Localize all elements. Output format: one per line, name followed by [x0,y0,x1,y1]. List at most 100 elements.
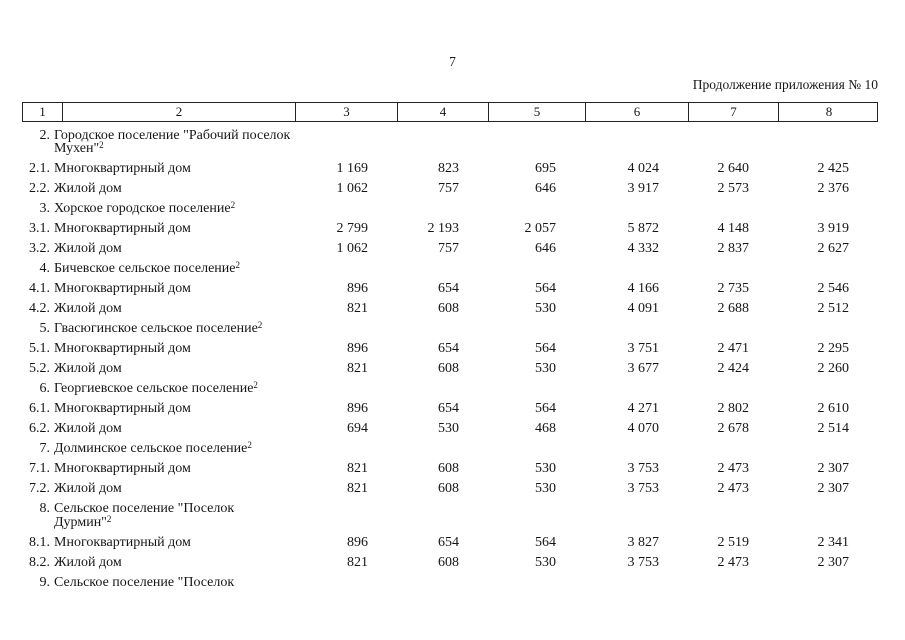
footnote-superscript: 2 [106,513,112,524]
row-value-col5: 2 057 [524,221,557,236]
row-value-col6: 3 827 [627,534,660,550]
table-row: 2.2. Жилой дом 1 062 757 646 3 917 2 573… [22,182,878,196]
row-text: Хорское городское поселение [54,201,231,216]
row-value-col7 [688,576,778,590]
row-number: 4.2. [29,301,50,316]
row-value-col7 [688,322,778,336]
row-value-col6 [585,502,688,529]
row-text: Многоквартирный дом [54,401,191,416]
row-text: Сельское поселение "Поселок Дурмин" [54,501,235,530]
table-row: 3.1. Многоквартирный дом 2 799 2 193 2 0… [22,222,878,236]
footnote-superscript: 2 [235,260,241,270]
row-value-col5 [488,322,585,336]
row-value-col3: 896 [347,534,368,550]
row-value-col8: 2 546 [817,281,850,296]
table-header-cell-4: 4 [398,103,489,121]
row-number: 6.1. [29,401,50,416]
row-number: 4.1. [29,281,50,296]
row-number: 6.2. [29,421,50,436]
table-column-header-row: 1 2 3 4 5 6 7 8 [22,102,878,122]
row-value-col4: 2 193 [427,221,460,236]
row-value-col8 [778,129,878,156]
row-value-col5: 530 [535,361,556,376]
row-value-col5: 564 [535,281,556,296]
page-number: 7 [449,54,456,69]
row-label: Сельское поселение "Поселок [54,574,295,590]
row-value-col3: 896 [347,281,368,296]
row-value-col4: 608 [438,461,459,476]
row-value-col8 [778,382,878,396]
row-value-col8 [778,322,878,336]
row-value-col6: 4 271 [627,401,660,416]
row-value-col5: 564 [535,534,556,550]
row-value-col8: 2 627 [817,241,850,256]
row-value-col6 [585,382,688,396]
row-value-col6 [585,202,688,216]
row-text: Сельское поселение "Поселок [54,574,235,590]
row-text: Гвасюгинское сельское поселение [54,321,258,336]
row-value-col6: 4 332 [627,241,660,256]
table-row: 8.2. Жилой дом 821 608 530 3 753 2 473 2… [22,554,878,570]
row-number: 7.2. [29,481,50,496]
row-value-col5: 530 [535,554,556,570]
row-value-col3: 694 [347,421,368,436]
row-value-col5: 646 [535,181,556,196]
row-value-col4: 823 [438,161,459,176]
row-value-col4: 530 [438,421,459,436]
row-value-col7: 4 148 [717,221,750,236]
row-value-col4: 608 [438,301,459,316]
row-value-col5: 695 [535,161,556,176]
row-value-col3: 1 062 [336,241,369,256]
table-header-cell-7: 7 [689,103,779,121]
table-header-cell-8: 8 [825,104,833,119]
footnote-superscript: 2 [253,380,258,390]
row-value-col5 [488,382,585,396]
row-text: Жилой дом [54,301,122,316]
row-number: 2.1. [29,161,50,176]
row-value-col8: 2 610 [817,401,850,416]
row-value-col3 [295,202,397,216]
row-number: 2. [39,127,51,143]
row-value-col4: 654 [438,534,459,550]
row-label: Многоквартирный дом [54,402,295,416]
row-value-col7: 2 473 [717,554,750,570]
row-value-col7 [688,202,778,216]
row-number: 5.1. [29,341,50,356]
row-value-col4 [397,129,488,156]
row-text: Многоквартирный дом [54,221,191,236]
table-row: 5.1. Многоквартирный дом 896 654 564 3 7… [22,342,878,356]
footnote-superscript: 2 [247,440,252,450]
row-value-col5 [488,129,585,156]
row-value-col5 [488,202,585,216]
row-value-col8: 2 295 [817,341,850,356]
row-value-col6: 3 753 [627,481,660,496]
row-value-col3: 2 799 [336,221,369,236]
row-value-col8: 2 341 [817,534,850,550]
row-value-col4: 608 [438,554,459,570]
row-number: 9. [39,574,51,590]
row-label: Жилой дом [54,422,295,436]
continuation-label: Продолжение приложения № 10 [692,77,878,92]
row-value-col6: 4 091 [627,301,660,316]
row-value-col4: 654 [438,401,459,416]
table-row: 7.2. Жилой дом 821 608 530 3 753 2 473 2… [22,482,878,496]
row-value-col5 [488,502,585,529]
row-value-col7 [688,262,778,276]
row-value-col8: 2 307 [817,481,850,496]
row-value-col7: 2 802 [717,401,750,416]
row-label: Жилой дом [54,482,295,496]
row-value-col5: 564 [535,341,556,356]
row-value-col4: 654 [438,341,459,356]
row-value-col8 [778,202,878,216]
row-value-col3 [295,322,397,336]
row-value-col6: 4 070 [627,421,660,436]
footnote-superscript: 2 [230,200,236,210]
row-label: Бичевское сельское поселение2 [54,260,295,276]
table-row: 4. Бичевское сельское поселение2 [22,260,878,276]
row-text: Георгиевское сельское поселение [54,381,254,396]
row-value-col8: 2 260 [817,361,850,376]
row-value-col4 [397,262,488,276]
row-value-col6: 4 166 [627,281,660,296]
table-row: 2.1. Многоквартирный дом 1 169 823 695 4… [22,162,878,176]
row-value-col7: 2 735 [717,281,750,296]
